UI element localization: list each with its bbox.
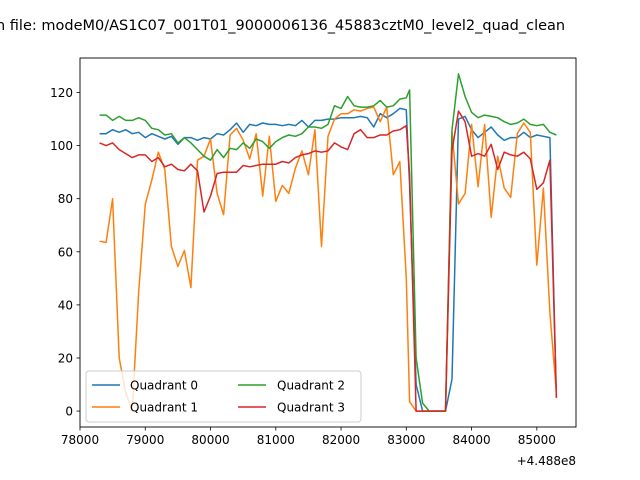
legend-label-quadrant-0: Quadrant 0 (130, 379, 198, 393)
legend-box (85, 370, 362, 423)
x-tick-label: 82000 (322, 433, 360, 447)
legend: Quadrant 0 Quadrant 1 Quadrant 2 Quadran… (85, 370, 362, 423)
y-axis: 0 20 40 60 80 100 120 (50, 86, 80, 419)
x-tick-label: 83000 (387, 433, 425, 447)
series-layer (99, 73, 558, 412)
y-tick-label: 0 (65, 405, 73, 419)
legend-label-quadrant-2: Quadrant 2 (277, 379, 345, 393)
series-line-quadrant-3 (99, 110, 558, 412)
x-tick-label: 78000 (61, 433, 99, 447)
x-tick-label: 85000 (518, 433, 556, 447)
x-tick-label: 80000 (191, 433, 229, 447)
y-tick-label: 40 (58, 298, 73, 312)
x-axis: 78000 79000 80000 81000 82000 83000 84000 85000 (61, 427, 556, 447)
series-line-quadrant-2 (99, 73, 557, 412)
chart-title: n file: modeM0/AS1C07_001T01_9000006136_… (0, 18, 565, 34)
x-tick-label: 84000 (452, 433, 490, 447)
y-tick-label: 120 (50, 86, 73, 100)
series-line-quadrant-0 (99, 107, 558, 412)
x-tick-label: 79000 (126, 433, 164, 447)
legend-label-quadrant-3: Quadrant 3 (277, 401, 345, 415)
x-tick-label: 81000 (257, 433, 295, 447)
x-axis-offset-text: +4.488e8 (517, 454, 576, 468)
series-line-quadrant-1 (99, 106, 558, 412)
y-tick-label: 80 (58, 192, 73, 206)
y-tick-label: 20 (58, 351, 73, 365)
y-tick-label: 60 (58, 245, 73, 259)
y-tick-label: 100 (50, 139, 73, 153)
legend-label-quadrant-1: Quadrant 1 (130, 401, 198, 415)
